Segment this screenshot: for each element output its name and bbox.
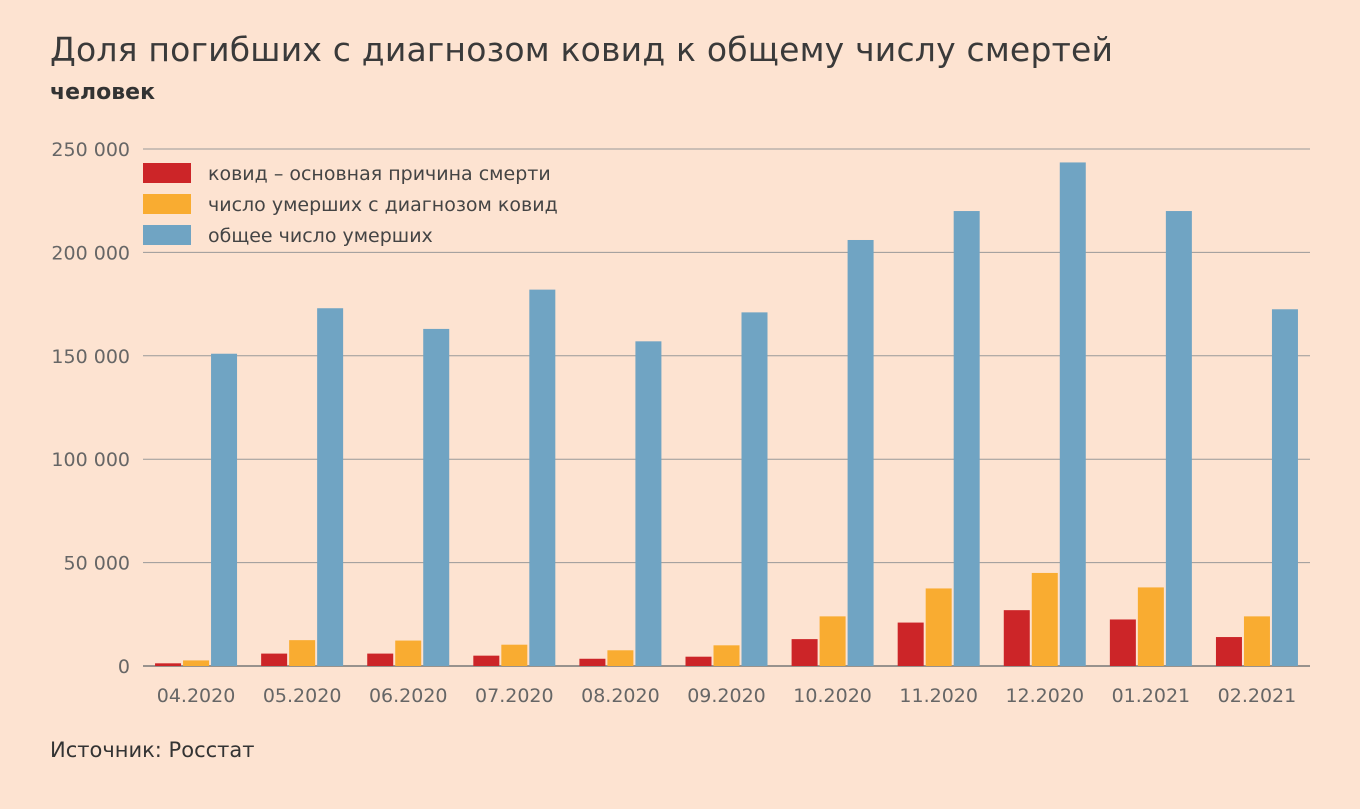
chart-subtitle: человек (50, 80, 156, 105)
x-tick-label: 09.2020 (687, 685, 766, 707)
bar-2-09.2020 (713, 645, 740, 666)
y-tick-label: 250 000 (51, 139, 130, 161)
bar-1-12.2020 (1003, 610, 1030, 666)
bar-3-09.2020 (741, 312, 768, 666)
y-tick-label: 200 000 (51, 242, 130, 264)
legend-swatch (143, 163, 191, 183)
x-tick-label: 02.2021 (1218, 685, 1297, 707)
x-tick-label: 07.2020 (475, 685, 554, 707)
bar-1-11.2020 (897, 622, 924, 666)
x-tick-label: 11.2020 (899, 685, 978, 707)
y-tick-label: 0 (118, 656, 130, 678)
bar-1-08.2020 (579, 658, 606, 666)
bar-1-06.2020 (367, 653, 394, 666)
bar-2-01.2021 (1137, 587, 1164, 666)
bar-1-05.2020 (261, 653, 288, 666)
x-tick-label: 04.2020 (157, 685, 236, 707)
bar-3-10.2020 (847, 239, 874, 666)
bar-2-05.2020 (289, 640, 316, 666)
bar-3-04.2020 (211, 353, 238, 666)
legend-label: число умерших с диагнозом ковид (208, 194, 558, 216)
bar-3-05.2020 (317, 308, 344, 666)
legend-swatch (143, 225, 191, 245)
source-note: Источник: Росстат (50, 738, 255, 762)
bar-3-07.2020 (529, 289, 556, 666)
bar-3-11.2020 (953, 211, 980, 667)
x-tick-label: 06.2020 (369, 685, 448, 707)
bar-3-01.2021 (1165, 211, 1192, 667)
bar-2-07.2020 (501, 644, 528, 666)
legend-label: общее число умерших (208, 225, 433, 247)
bar-2-02.2021 (1243, 616, 1270, 666)
bar-2-10.2020 (819, 616, 846, 666)
bar-2-12.2020 (1031, 572, 1058, 666)
y-tick-label: 100 000 (51, 449, 130, 471)
bar-1-07.2020 (473, 655, 500, 666)
bar-1-10.2020 (791, 639, 818, 666)
x-tick-label: 10.2020 (793, 685, 872, 707)
y-tick-label: 150 000 (51, 346, 130, 368)
bar-1-09.2020 (685, 656, 712, 666)
x-tick-label: 12.2020 (1005, 685, 1084, 707)
x-tick-label: 01.2021 (1112, 685, 1191, 707)
bar-1-02.2021 (1215, 637, 1242, 666)
x-tick-label: 08.2020 (581, 685, 660, 707)
bar-3-08.2020 (635, 341, 662, 666)
bar-2-04.2020 (183, 660, 210, 666)
x-tick-label: 05.2020 (263, 685, 342, 707)
x-axis: 04.2020 05.2020 06.2020 07.2020 08.2020 09.20… (157, 685, 1296, 707)
bar-2-11.2020 (925, 588, 952, 666)
bar-3-06.2020 (423, 328, 450, 666)
y-axis: 0 50 000 100 000 150 000 200 000 250 000 (51, 139, 130, 678)
bar-3-02.2021 (1271, 309, 1298, 666)
chart-title: Доля погибших с диагнозом ковид к общему… (50, 30, 1114, 69)
bar-3-12.2020 (1059, 162, 1086, 666)
bar-1-04.2020 (155, 663, 182, 666)
bar-2-06.2020 (395, 640, 422, 666)
y-tick-label: 50 000 (64, 553, 130, 575)
bar-1-01.2021 (1109, 619, 1136, 666)
legend-label: ковид – основная причина смерти (208, 163, 551, 185)
bars (155, 162, 1298, 667)
bar-2-08.2020 (607, 650, 634, 666)
legend-swatch (143, 194, 191, 214)
legend: ковид – основная причина смерти число уме… (143, 163, 558, 247)
